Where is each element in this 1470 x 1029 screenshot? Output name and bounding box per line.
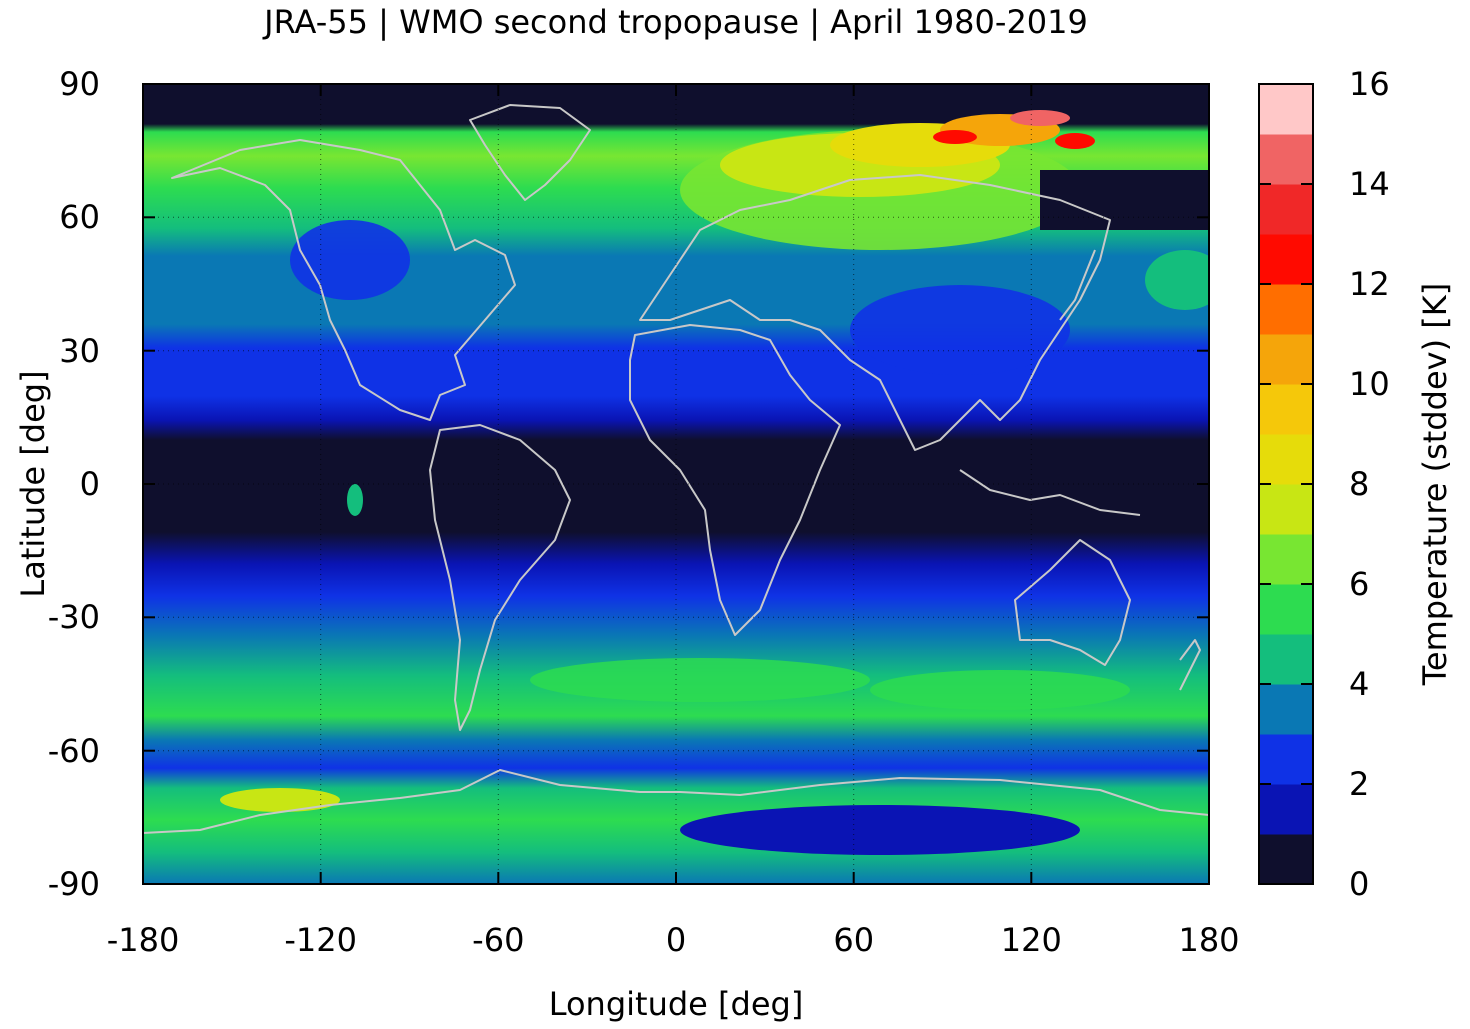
colorbar-swatch: [1259, 384, 1313, 435]
x-tick-labels: -180 -120 -60 0 60 120 180: [107, 921, 1240, 959]
patch-southern-green-2: [870, 670, 1130, 710]
patch-pacific-green: [1145, 250, 1209, 310]
y-tick-label: 90: [59, 65, 100, 103]
colorbar-frame: [1258, 83, 1314, 885]
colorbar-swatch: [1259, 734, 1313, 785]
coast-greenland: [469, 104, 591, 201]
colorbar-tick-label: 8: [1349, 465, 1369, 503]
x-axis-label: Longitude [deg]: [549, 985, 804, 1023]
x-tick-label: -60: [472, 921, 524, 959]
field-patches: [220, 110, 1209, 855]
y-tick-labels: 90 60 30 0 -30 -60 -90: [48, 65, 100, 903]
patch-antarctic-yellow: [220, 788, 340, 812]
coast-antarctica: [143, 769, 1209, 834]
colorbar-tick-label: 16: [1349, 65, 1390, 103]
colorbar-tick-label: 12: [1349, 265, 1390, 303]
x-tick-label: -180: [107, 921, 180, 959]
patch-southern-green-1: [530, 658, 870, 702]
major-ticks: [143, 84, 1209, 884]
y-tick-label: -30: [48, 598, 100, 636]
colorbar-tick-label: 0: [1349, 865, 1369, 903]
x-tick-label: 120: [1001, 921, 1062, 959]
map-plot-area: [142, 83, 1210, 885]
colorbar-swatch: [1259, 434, 1313, 485]
grid-lines: [143, 84, 1209, 884]
coast-south-america: [429, 424, 571, 731]
coast-new-zealand: [1179, 639, 1201, 691]
patch-arctic-red-1: [933, 130, 977, 144]
y-axis-label: Latitude [deg]: [14, 370, 52, 597]
patch-north-america-blue: [290, 220, 410, 300]
patch-siberia-dark: [1040, 170, 1209, 230]
colorbar-tick-label: 14: [1349, 165, 1390, 203]
coast-japan: [1059, 249, 1096, 321]
map-title: JRA-55 | WMO second tropopause | April 1…: [262, 3, 1088, 41]
coast-australia: [1014, 539, 1131, 666]
patch-arctic-light-red: [1010, 110, 1070, 126]
coastlines: [143, 104, 1209, 834]
colorbar-tick-label: 6: [1349, 565, 1369, 603]
colorbar-swatch: [1259, 534, 1313, 585]
colorbar: 0 2 4 6 8 10 12 14 16 Temperature (stdde…: [1258, 65, 1454, 903]
coast-indonesia: [959, 469, 1141, 516]
colorbar-ticks: [1259, 183, 1313, 785]
patch-asia-blue: [850, 285, 1070, 375]
colorbar-tick-labels: 0 2 4 6 8 10 12 14 16: [1349, 65, 1390, 903]
patch-antarctic-blue: [680, 805, 1080, 855]
colorbar-swatch: [1259, 134, 1313, 185]
map-frame: [142, 83, 1210, 885]
coast-africa: [629, 324, 841, 636]
colorbar-swatch: [1259, 84, 1313, 135]
x-tick-label: 0: [666, 921, 686, 959]
y-tick-label: 30: [59, 332, 100, 370]
coast-europe-asia: [639, 174, 1111, 451]
y-tick-label: -60: [48, 732, 100, 770]
colorbar-swatch: [1259, 784, 1313, 835]
colorbar-swatch: [1259, 284, 1313, 335]
colorbar-swatch: [1259, 234, 1313, 285]
colorbar-swatch: [1259, 834, 1313, 885]
colorbar-tick-label: 4: [1349, 665, 1369, 703]
patch-tropical-green: [347, 484, 363, 516]
colorbar-swatch: [1259, 634, 1313, 685]
patch-arctic-red-2: [1055, 133, 1095, 149]
colorbar-swatch: [1259, 484, 1313, 535]
x-tick-label: 60: [833, 921, 874, 959]
y-tick-label: 60: [59, 198, 100, 236]
colorbar-swatch: [1259, 684, 1313, 735]
colorbar-swatches: [1259, 84, 1313, 885]
colorbar-tick-label: 10: [1349, 365, 1390, 403]
colorbar-swatch: [1259, 184, 1313, 235]
y-tick-label: -90: [48, 865, 100, 903]
colorbar-swatch: [1259, 584, 1313, 635]
colorbar-swatch: [1259, 334, 1313, 385]
coast-north-america: [171, 139, 516, 421]
y-tick-label: 0: [80, 465, 100, 503]
x-tick-label: 180: [1178, 921, 1239, 959]
colorbar-tick-label: 2: [1349, 765, 1369, 803]
colorbar-label: Temperature (stddev) [K]: [1416, 283, 1454, 686]
x-tick-label: -120: [284, 921, 357, 959]
